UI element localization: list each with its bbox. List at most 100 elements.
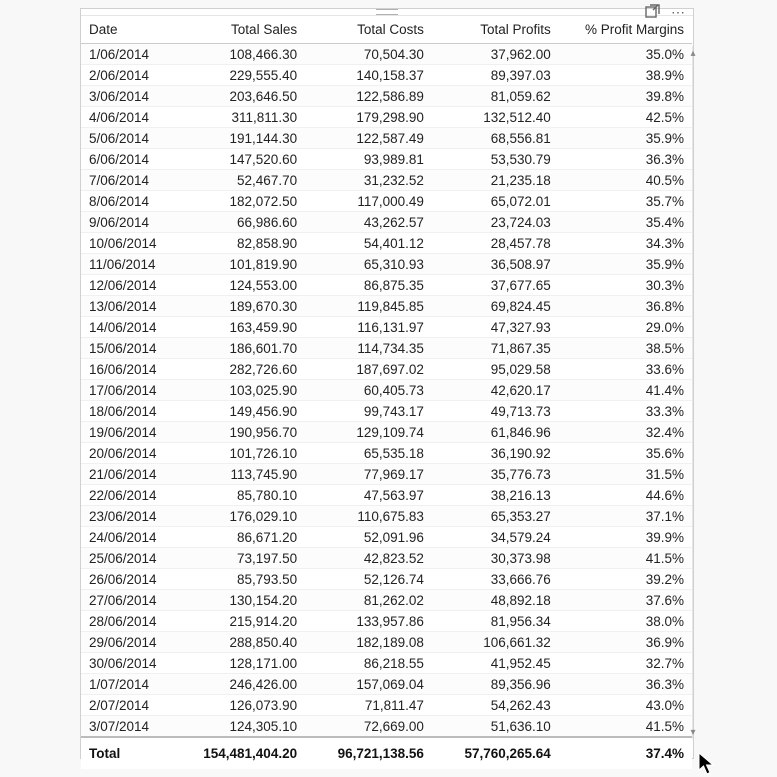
table-cell: 81,262.02 — [305, 590, 432, 611]
table-cell: 128,171.00 — [174, 653, 305, 674]
vertical-scrollbar[interactable]: ▴ ▾ — [692, 46, 693, 739]
table-cell: 3/07/2014 — [81, 716, 174, 738]
table-row[interactable]: 4/06/2014311,811.30179,298.90132,512.404… — [81, 107, 692, 128]
table-row[interactable]: 22/06/201485,780.1047,563.9738,216.1344.… — [81, 485, 692, 506]
table-row[interactable]: 3/06/2014203,646.50122,586.8981,059.6239… — [81, 86, 692, 107]
table-cell: 132,512.40 — [432, 107, 559, 128]
table-cell: 33.3% — [559, 401, 692, 422]
drag-grip-icon[interactable] — [376, 9, 398, 15]
col-header-margin[interactable]: % Profit Margins — [559, 16, 692, 44]
totals-label: Total — [81, 737, 174, 769]
table-cell: 48,892.18 — [432, 590, 559, 611]
totals-margin: 37.4% — [559, 737, 692, 769]
table-row[interactable]: 20/06/2014101,726.1065,535.1836,190.9235… — [81, 443, 692, 464]
table-row[interactable]: 24/06/201486,671.2052,091.9634,579.2439.… — [81, 527, 692, 548]
table-row[interactable]: 11/06/2014101,819.9065,310.9336,508.9735… — [81, 254, 692, 275]
data-table: Date Total Sales Total Costs Total Profi… — [81, 16, 692, 769]
table-row[interactable]: 19/06/2014190,956.70129,109.7461,846.963… — [81, 422, 692, 443]
table-cell: 54,401.12 — [305, 233, 432, 254]
col-header-costs[interactable]: Total Costs — [305, 16, 432, 44]
table-row[interactable]: 23/06/2014176,029.10110,675.8365,353.273… — [81, 506, 692, 527]
table-row[interactable]: 12/06/2014124,553.0086,875.3537,677.6530… — [81, 275, 692, 296]
totals-costs: 96,721,138.56 — [305, 737, 432, 769]
table-cell: 71,811.47 — [305, 695, 432, 716]
table-cell: 246,426.00 — [174, 674, 305, 695]
table-row[interactable]: 30/06/2014128,171.0086,218.5541,952.4532… — [81, 653, 692, 674]
table-cell: 39.9% — [559, 527, 692, 548]
table-cell: 89,397.03 — [432, 65, 559, 86]
col-header-date[interactable]: Date — [81, 16, 174, 44]
table-row[interactable]: 14/06/2014163,459.90116,131.9747,327.932… — [81, 317, 692, 338]
table-cell: 89,356.96 — [432, 674, 559, 695]
table-row[interactable]: 16/06/2014282,726.60187,697.0295,029.583… — [81, 359, 692, 380]
table-cell: 34.3% — [559, 233, 692, 254]
table-cell: 71,867.35 — [432, 338, 559, 359]
table-cell: 114,734.35 — [305, 338, 432, 359]
table-cell: 70,504.30 — [305, 44, 432, 65]
table-cell: 52,126.74 — [305, 569, 432, 590]
table-cell: 35,776.73 — [432, 464, 559, 485]
table-row[interactable]: 8/06/2014182,072.50117,000.4965,072.0135… — [81, 191, 692, 212]
table-cell: 61,846.96 — [432, 422, 559, 443]
table-row[interactable]: 1/07/2014246,426.00157,069.0489,356.9636… — [81, 674, 692, 695]
col-header-profits[interactable]: Total Profits — [432, 16, 559, 44]
table-header-row: Date Total Sales Total Costs Total Profi… — [81, 16, 692, 44]
table-row[interactable]: 7/06/201452,467.7031,232.5221,235.1840.5… — [81, 170, 692, 191]
table-cell: 32.4% — [559, 422, 692, 443]
table-cell: 19/06/2014 — [81, 422, 174, 443]
table-row[interactable]: 2/06/2014229,555.40140,158.3789,397.0338… — [81, 65, 692, 86]
table-row[interactable]: 18/06/2014149,456.9099,743.1749,713.7333… — [81, 401, 692, 422]
table-cell: 187,697.02 — [305, 359, 432, 380]
table-cell: 41.4% — [559, 380, 692, 401]
table-row[interactable]: 2/07/2014126,073.9071,811.4754,262.4343.… — [81, 695, 692, 716]
table-cell: 30/06/2014 — [81, 653, 174, 674]
table-cell: 129,109.74 — [305, 422, 432, 443]
table-row[interactable]: 6/06/2014147,520.6093,989.8153,530.7936.… — [81, 149, 692, 170]
table-cell: 21,235.18 — [432, 170, 559, 191]
table-cell: 1/06/2014 — [81, 44, 174, 65]
table-row[interactable]: 10/06/201482,858.9054,401.1228,457.7834.… — [81, 233, 692, 254]
table-cell: 140,158.37 — [305, 65, 432, 86]
table-cell: 157,069.04 — [305, 674, 432, 695]
table-cell: 81,956.34 — [432, 611, 559, 632]
table-row[interactable]: 21/06/2014113,745.9077,969.1735,776.7331… — [81, 464, 692, 485]
table-row[interactable]: 25/06/201473,197.5042,823.5230,373.9841.… — [81, 548, 692, 569]
table-cell: 39.2% — [559, 569, 692, 590]
table-row[interactable]: 9/06/201466,986.6043,262.5723,724.0335.4… — [81, 212, 692, 233]
table-row[interactable]: 13/06/2014189,670.30119,845.8569,824.453… — [81, 296, 692, 317]
table-scroll-container: Date Total Sales Total Costs Total Profi… — [81, 16, 693, 769]
table-cell: 36,190.92 — [432, 443, 559, 464]
table-cell: 41,952.45 — [432, 653, 559, 674]
table-row[interactable]: 29/06/2014288,850.40182,189.08106,661.32… — [81, 632, 692, 653]
table-cell: 81,059.62 — [432, 86, 559, 107]
table-cell: 49,713.73 — [432, 401, 559, 422]
table-cell: 85,780.10 — [174, 485, 305, 506]
table-cell: 32.7% — [559, 653, 692, 674]
table-row[interactable]: 3/07/2014124,305.1072,669.0051,636.1041.… — [81, 716, 692, 738]
table-row[interactable]: 26/06/201485,793.5052,126.7433,666.7639.… — [81, 569, 692, 590]
table-cell: 38.0% — [559, 611, 692, 632]
visual-header-actions: ⋯ — [645, 9, 687, 15]
table-cell: 35.4% — [559, 212, 692, 233]
table-cell: 282,726.60 — [174, 359, 305, 380]
table-row[interactable]: 15/06/2014186,601.70114,734.3571,867.353… — [81, 338, 692, 359]
table-row[interactable]: 17/06/2014103,025.9060,405.7342,620.1741… — [81, 380, 692, 401]
table-cell: 52,091.96 — [305, 527, 432, 548]
table-cell: 33.6% — [559, 359, 692, 380]
table-cell: 21/06/2014 — [81, 464, 174, 485]
table-cell: 99,743.17 — [305, 401, 432, 422]
table-row[interactable]: 27/06/2014130,154.2081,262.0248,892.1837… — [81, 590, 692, 611]
table-cell: 37.6% — [559, 590, 692, 611]
table-cell: 122,586.89 — [305, 86, 432, 107]
table-cell: 36,508.97 — [432, 254, 559, 275]
table-cell: 86,218.55 — [305, 653, 432, 674]
table-cell: 113,745.90 — [174, 464, 305, 485]
table-row[interactable]: 5/06/2014191,144.30122,587.4968,556.8135… — [81, 128, 692, 149]
col-header-sales[interactable]: Total Sales — [174, 16, 305, 44]
table-cell: 186,601.70 — [174, 338, 305, 359]
table-row[interactable]: 28/06/2014215,914.20133,957.8681,956.343… — [81, 611, 692, 632]
table-cell: 122,587.49 — [305, 128, 432, 149]
table-cell: 82,858.90 — [174, 233, 305, 254]
table-row[interactable]: 1/06/2014108,466.3070,504.3037,962.0035.… — [81, 44, 692, 65]
table-cell: 14/06/2014 — [81, 317, 174, 338]
